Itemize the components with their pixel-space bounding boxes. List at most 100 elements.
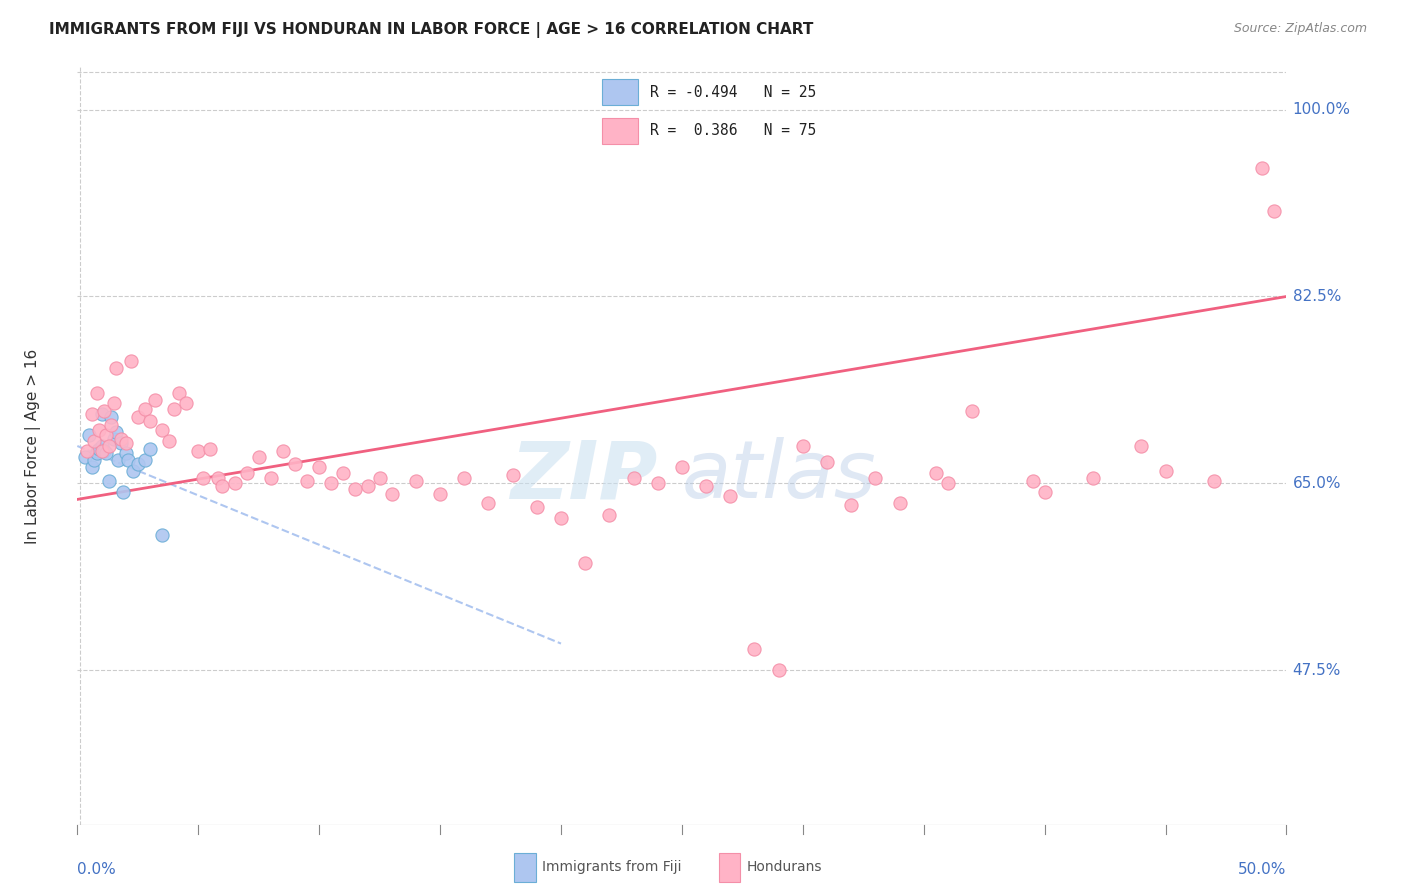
- Text: IMMIGRANTS FROM FIJI VS HONDURAN IN LABOR FORCE | AGE > 16 CORRELATION CHART: IMMIGRANTS FROM FIJI VS HONDURAN IN LABO…: [49, 22, 814, 38]
- Text: R = -0.494   N = 25: R = -0.494 N = 25: [650, 85, 815, 100]
- Point: [1130, 439, 1153, 453]
- Point: [122, 464, 145, 478]
- Point: [695, 478, 717, 492]
- Point: [271, 444, 294, 458]
- Bar: [515, 854, 536, 881]
- Point: [80, 460, 103, 475]
- Point: [344, 482, 367, 496]
- Point: [167, 385, 190, 400]
- Point: [960, 403, 983, 417]
- Point: [429, 487, 451, 501]
- Point: [191, 471, 214, 485]
- Text: 47.5%: 47.5%: [1292, 663, 1341, 678]
- Point: [1202, 475, 1225, 489]
- Point: [1263, 204, 1285, 219]
- Point: [925, 466, 948, 480]
- Point: [79, 428, 101, 442]
- Point: [224, 476, 246, 491]
- Point: [90, 439, 112, 453]
- Point: [671, 460, 693, 475]
- Point: [295, 475, 318, 489]
- Point: [321, 476, 343, 491]
- Point: [1251, 161, 1274, 176]
- Text: 82.5%: 82.5%: [1292, 289, 1341, 304]
- Point: [284, 457, 307, 471]
- Point: [308, 460, 330, 475]
- Point: [889, 495, 911, 509]
- Point: [163, 401, 186, 416]
- Bar: [602, 79, 638, 105]
- Point: [865, 471, 887, 485]
- Point: [127, 410, 149, 425]
- Point: [107, 453, 129, 467]
- Point: [110, 435, 132, 450]
- Point: [114, 446, 136, 460]
- Point: [356, 478, 378, 492]
- Point: [120, 353, 142, 368]
- Point: [96, 446, 118, 460]
- Point: [86, 444, 108, 458]
- Point: [80, 407, 103, 421]
- Bar: [602, 118, 638, 144]
- Point: [174, 396, 197, 410]
- Text: R =  0.386   N = 75: R = 0.386 N = 75: [650, 123, 815, 138]
- Point: [97, 439, 120, 453]
- Point: [86, 385, 108, 400]
- Point: [550, 510, 572, 524]
- Point: [1033, 484, 1056, 499]
- Point: [127, 457, 149, 471]
- Point: [134, 401, 156, 416]
- Bar: [718, 854, 741, 881]
- Point: [87, 423, 110, 437]
- Point: [105, 361, 128, 376]
- Point: [1021, 475, 1043, 489]
- Point: [936, 476, 959, 491]
- Point: [97, 475, 120, 489]
- Point: [150, 423, 173, 437]
- Point: [1081, 471, 1104, 485]
- Point: [381, 487, 404, 501]
- Point: [105, 425, 128, 439]
- Point: [157, 434, 180, 448]
- Point: [526, 500, 548, 514]
- Point: [574, 557, 596, 571]
- Text: atlas: atlas: [682, 437, 877, 516]
- Text: 50.0%: 50.0%: [1239, 863, 1286, 878]
- Point: [73, 450, 96, 464]
- Point: [117, 453, 139, 467]
- Point: [112, 484, 135, 499]
- Point: [139, 414, 162, 428]
- Point: [815, 455, 838, 469]
- Point: [1154, 464, 1177, 478]
- Text: Hondurans: Hondurans: [747, 861, 821, 874]
- Point: [718, 489, 741, 503]
- Point: [211, 478, 233, 492]
- Point: [96, 428, 118, 442]
- Point: [103, 432, 125, 446]
- Point: [247, 450, 270, 464]
- Point: [150, 527, 173, 541]
- Point: [134, 453, 156, 467]
- Point: [477, 495, 499, 509]
- Point: [368, 471, 391, 485]
- Point: [93, 444, 115, 458]
- Point: [139, 442, 162, 457]
- Point: [332, 466, 354, 480]
- Point: [93, 403, 115, 417]
- Point: [110, 432, 132, 446]
- Text: ZIP: ZIP: [510, 437, 658, 516]
- Point: [623, 471, 645, 485]
- Text: In Labor Force | Age > 16: In Labor Force | Age > 16: [25, 349, 41, 543]
- Point: [744, 641, 766, 656]
- Point: [453, 471, 475, 485]
- Point: [200, 442, 222, 457]
- Text: Immigrants from Fiji: Immigrants from Fiji: [541, 861, 681, 874]
- Point: [235, 466, 257, 480]
- Point: [83, 453, 105, 467]
- Point: [90, 407, 112, 421]
- Point: [405, 475, 427, 489]
- Point: [768, 663, 790, 677]
- Point: [502, 467, 524, 482]
- Text: 0.0%: 0.0%: [77, 863, 117, 878]
- Point: [100, 417, 122, 432]
